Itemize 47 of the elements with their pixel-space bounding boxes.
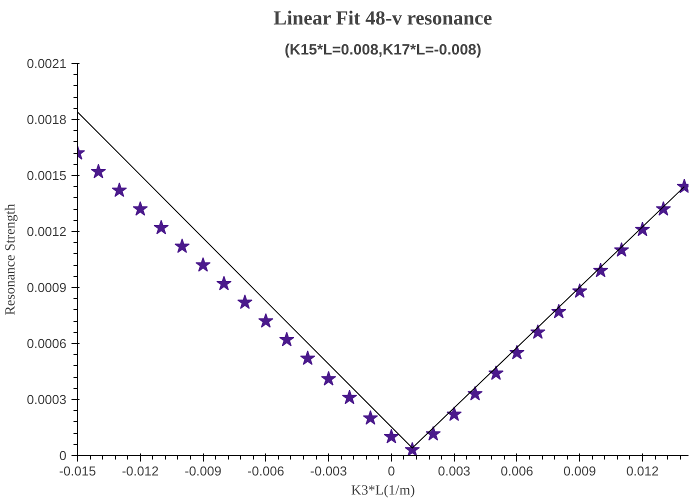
point xyxy=(174,238,190,253)
point xyxy=(488,365,504,380)
point xyxy=(342,390,358,404)
point xyxy=(90,164,106,178)
x-tick-label: -0.003 xyxy=(310,464,348,478)
x-tick-label: 0.012 xyxy=(626,464,659,478)
point xyxy=(404,442,420,456)
point xyxy=(530,324,546,339)
x-tick-label: 0.003 xyxy=(438,464,470,478)
point xyxy=(509,344,525,360)
point xyxy=(195,257,211,272)
x-tick-label: -0.015 xyxy=(59,464,96,478)
y-axis-title: Resonance Strength xyxy=(4,204,19,316)
y-tick-label: 0.0012 xyxy=(26,224,67,239)
chart-title: Linear Fit 48-v resonance xyxy=(273,8,492,30)
y-tick-label: 0.0018 xyxy=(26,112,67,127)
point xyxy=(258,313,274,328)
point xyxy=(154,220,169,234)
point xyxy=(446,406,462,421)
x-tick-label: 0 xyxy=(388,464,395,478)
point xyxy=(320,370,336,386)
y-tick-label: 0.0003 xyxy=(26,392,67,407)
point xyxy=(362,410,378,425)
x-axis-title: K3*L(1/m) xyxy=(351,484,416,498)
y-tick-label: 0.0021 xyxy=(26,56,67,71)
chart-subtitle: (K15*L=0.008,K17*L=-0.008) xyxy=(284,42,482,58)
point xyxy=(467,386,483,400)
point xyxy=(216,276,232,290)
point xyxy=(634,222,650,236)
point xyxy=(426,426,441,441)
x-tick-label: 0.009 xyxy=(563,464,596,478)
point xyxy=(237,294,253,309)
x-tick-label: -0.006 xyxy=(247,464,284,478)
point xyxy=(300,350,316,365)
point xyxy=(592,262,608,278)
point xyxy=(112,182,127,197)
x-tick-label: -0.012 xyxy=(122,464,159,478)
y-tick-label: 0.0015 xyxy=(26,168,67,183)
y-tick-label: 0.0006 xyxy=(26,336,67,351)
point xyxy=(132,201,148,216)
x-tick-label: 0.006 xyxy=(500,464,534,478)
point xyxy=(384,428,400,444)
y-tick-label: 0 xyxy=(59,448,67,463)
point xyxy=(279,332,294,346)
x-tick-label: -0.009 xyxy=(184,464,222,478)
y-tick-label: 0.0009 xyxy=(26,280,67,295)
point xyxy=(572,283,588,298)
